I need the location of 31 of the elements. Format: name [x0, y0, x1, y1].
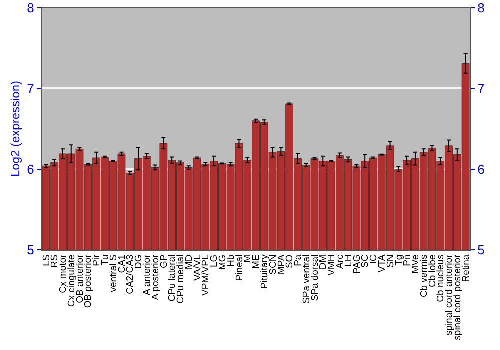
- x-tick-label: Hb: [226, 254, 237, 267]
- x-tick-label: RS: [50, 254, 61, 268]
- y2-tick-label: 6: [478, 162, 485, 177]
- x-tick-label: Cb lobe: [427, 254, 438, 288]
- x-tick-label: SCN: [268, 254, 279, 275]
- x-tick-label: A posterior: [150, 254, 162, 300]
- y2-tick-label: 8: [478, 0, 485, 16]
- y-tick-label: 6: [27, 162, 34, 177]
- x-tick-label: OB anterior: [74, 254, 86, 304]
- y-axis-title: Log2 (expression): [8, 80, 22, 178]
- x-tick-label: OB posterior: [83, 254, 94, 308]
- x-tick-label: M: [242, 254, 254, 263]
- y-tick-label: 8: [27, 0, 34, 16]
- y2-tick-label: 5: [478, 242, 485, 258]
- x-tick-label: SN: [385, 254, 396, 268]
- y-tick-label: 5: [27, 242, 34, 258]
- x-tick-label: Cb nucleus: [436, 254, 447, 302]
- y-tick-label: 7: [27, 81, 34, 96]
- x-tick-label: Cx cingulate: [66, 254, 78, 308]
- x-tick-label: Retina: [460, 254, 472, 282]
- x-tick-label: VMH: [326, 254, 338, 276]
- x-tick-label: DM: [318, 254, 330, 270]
- x-tick-label: Tg: [394, 254, 405, 266]
- x-tick-label: SO: [284, 254, 296, 269]
- x-tick-label: SPa dorsal: [310, 254, 321, 302]
- x-tick-label: ventral S: [108, 254, 120, 292]
- x-tick-label: Pn: [402, 254, 414, 266]
- x-tick-label: GP: [158, 254, 170, 269]
- x-tick-label: Pir: [92, 254, 103, 266]
- x-tick-label: Pineal: [234, 254, 246, 282]
- y2-tick-label: 7: [478, 81, 485, 96]
